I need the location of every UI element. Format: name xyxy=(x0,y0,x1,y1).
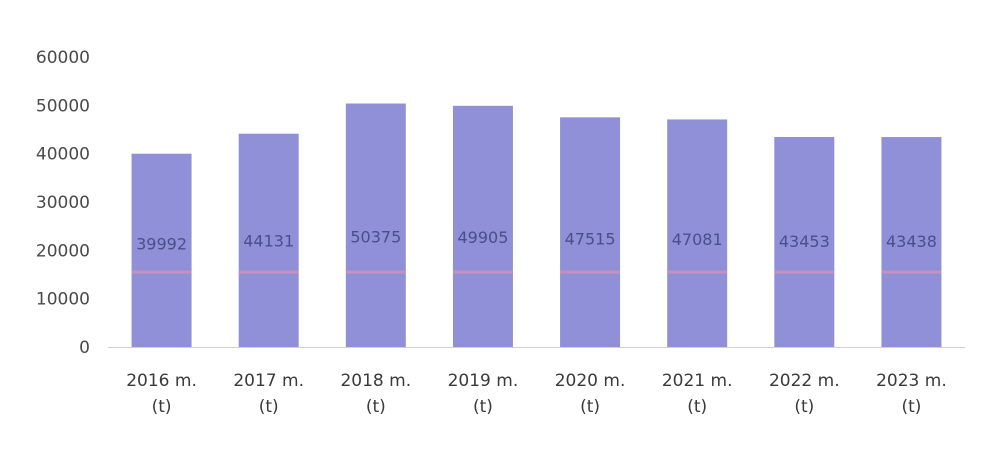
bar-stripe xyxy=(667,270,728,274)
bar-stripe xyxy=(774,270,835,274)
x-tick-label: 2018 m. (t) xyxy=(340,371,411,417)
x-tick-label: 2019 m. (t) xyxy=(448,371,519,417)
x-tick-label: 2023 m. (t) xyxy=(876,371,947,417)
x-tick-label: 2017 m. (t) xyxy=(233,371,304,417)
data-label: 50375 xyxy=(350,228,401,247)
bar-stripe xyxy=(881,270,942,274)
x-tick-label: 2021 m. (t) xyxy=(662,371,733,417)
bar xyxy=(881,137,942,347)
bar xyxy=(774,136,835,347)
data-label: 47515 xyxy=(565,229,616,248)
bar xyxy=(131,153,192,347)
bar-stripe xyxy=(452,270,513,274)
x-tick-label: 2016 m. (t) xyxy=(126,371,197,417)
bar-stripe xyxy=(238,270,299,274)
bar xyxy=(560,117,621,347)
x-tick-label: 2022 m. (t) xyxy=(769,371,840,417)
y-tick-label: 30000 xyxy=(36,193,90,213)
data-label: 43453 xyxy=(779,232,830,251)
y-axis: 0 10000 20000 30000 40000 50000 60000 xyxy=(36,48,90,358)
data-labels: 39992 44131 50375 49905 47515 47081 43453 43438 xyxy=(136,228,937,254)
bar xyxy=(345,103,406,347)
bar-stripe xyxy=(131,270,192,274)
y-tick-label: 50000 xyxy=(36,96,90,116)
bars xyxy=(131,103,942,347)
data-label: 49905 xyxy=(457,228,508,247)
y-tick-label: 60000 xyxy=(36,48,90,68)
y-tick-label: 0 xyxy=(79,338,90,358)
data-label: 47081 xyxy=(672,230,723,249)
bar-stripe xyxy=(345,270,406,274)
y-tick-label: 40000 xyxy=(36,145,90,165)
bar-stripe xyxy=(560,270,621,274)
y-tick-label: 10000 xyxy=(36,290,90,310)
x-axis: 2016 m. (t) 2017 m. (t) 2018 m. (t) 2019 m. (t)… xyxy=(108,347,965,417)
bar xyxy=(667,119,728,347)
data-label: 44131 xyxy=(243,232,294,251)
bar xyxy=(238,133,299,347)
data-label: 43438 xyxy=(886,232,937,251)
bar xyxy=(452,105,513,347)
y-tick-label: 20000 xyxy=(36,241,90,261)
x-tick-label: 2020 m. (t) xyxy=(555,371,626,417)
data-label: 39992 xyxy=(136,235,187,254)
